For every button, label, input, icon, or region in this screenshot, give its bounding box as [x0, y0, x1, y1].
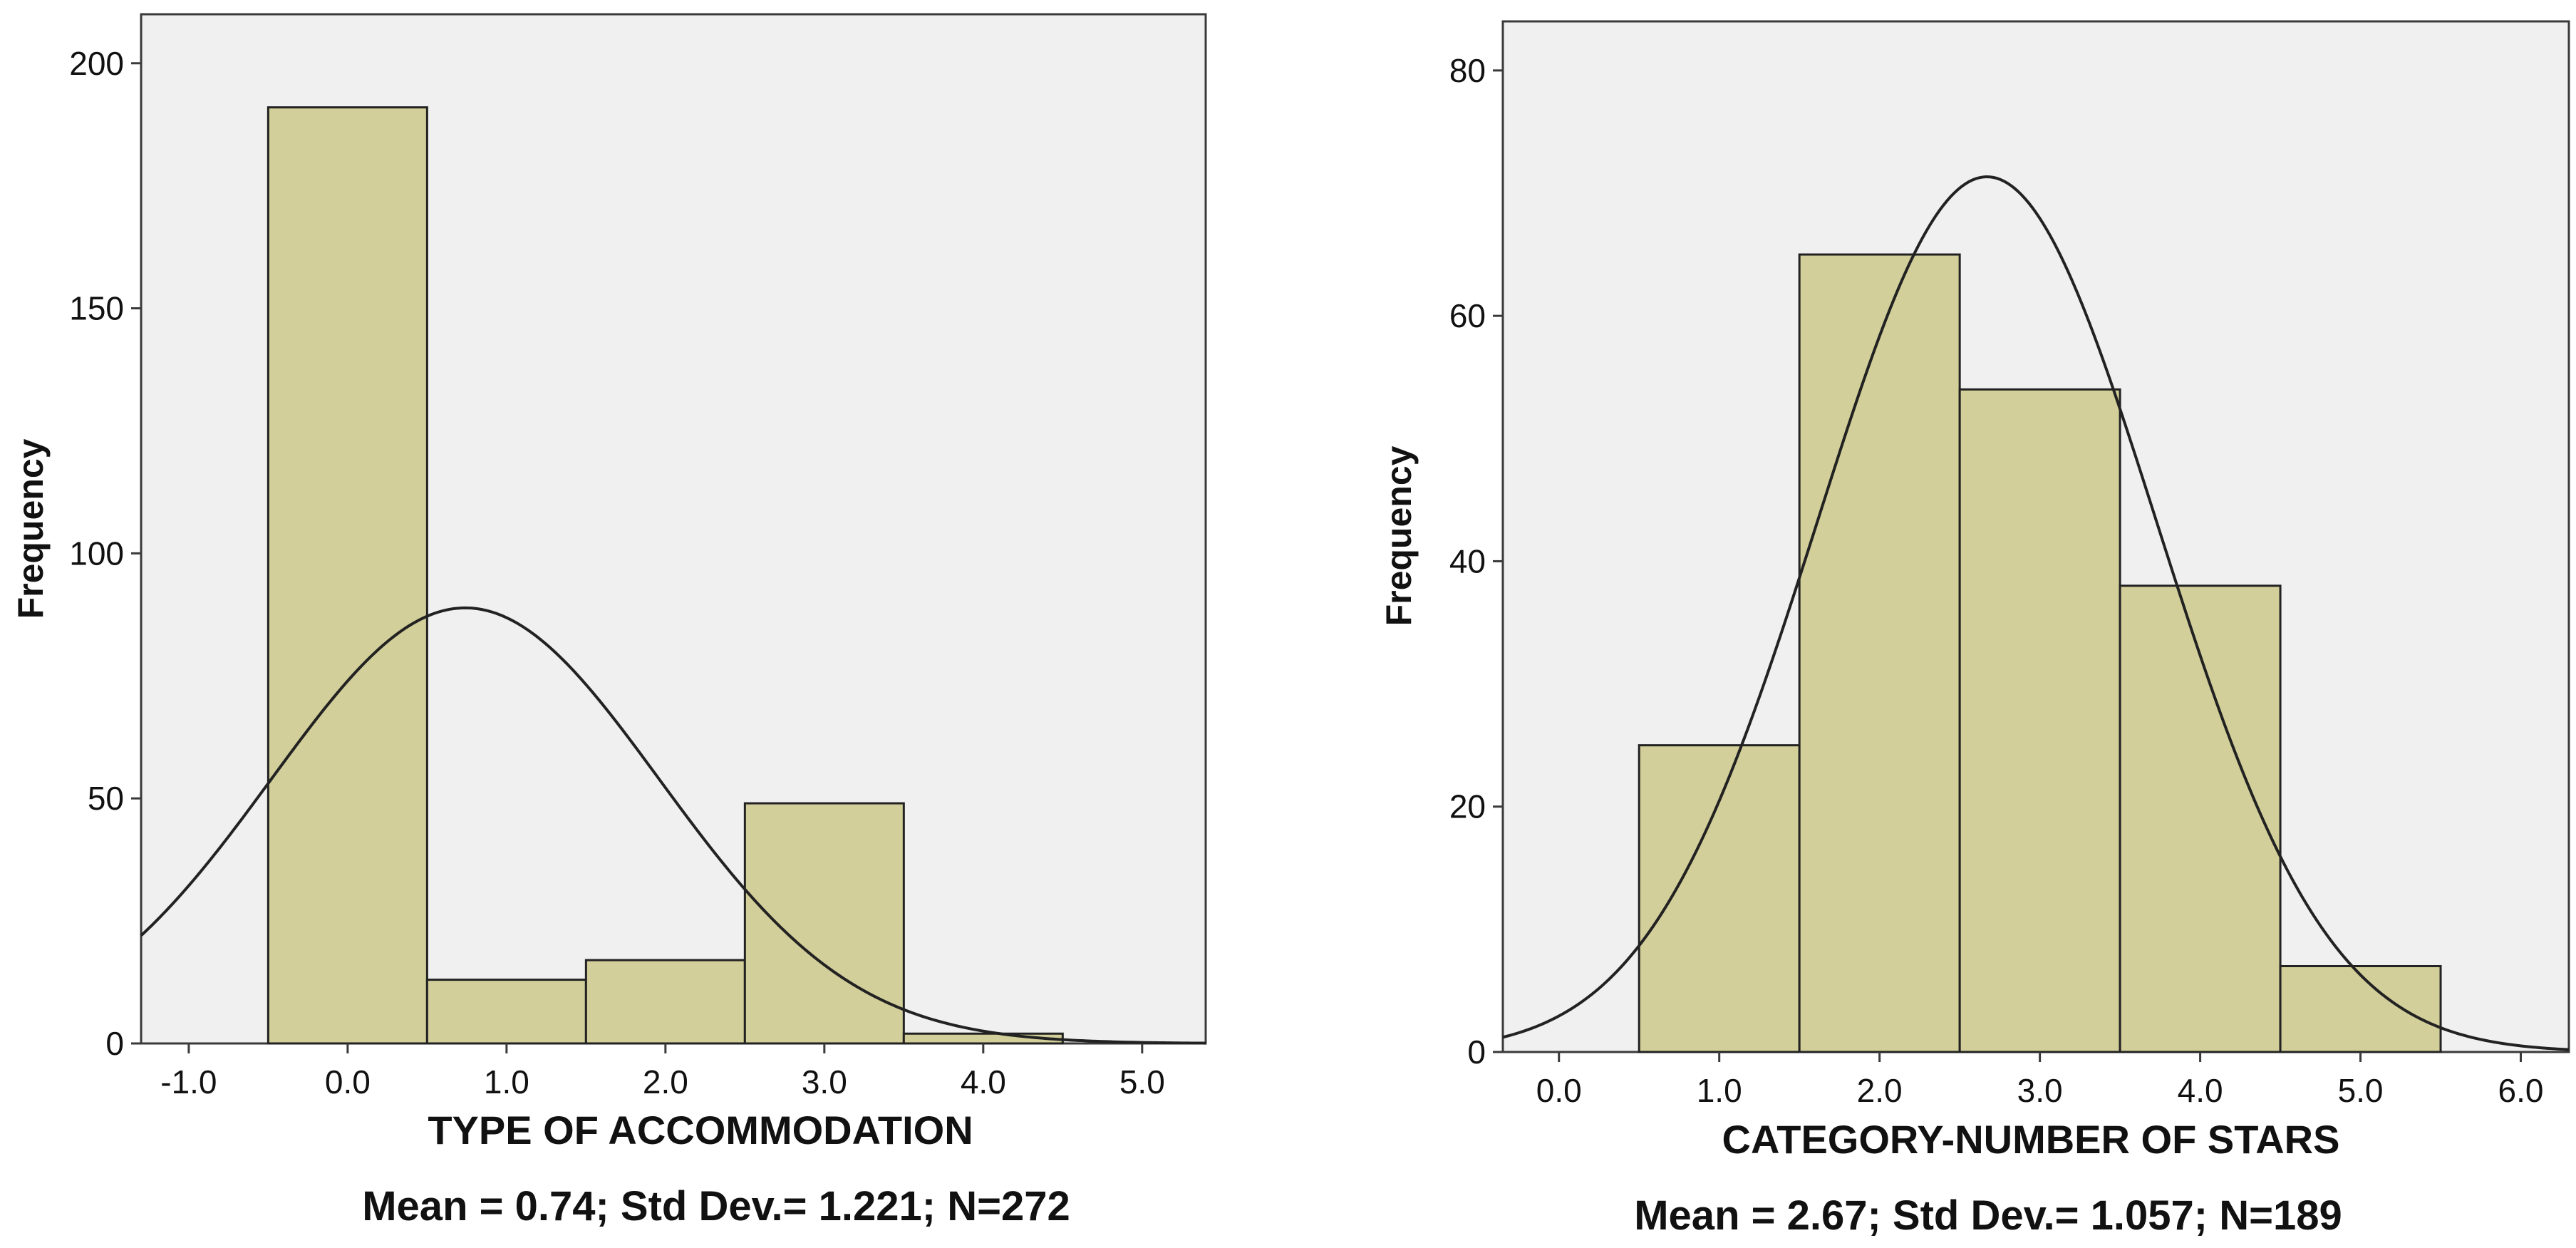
- x-tick-label-1: 1.0: [1697, 1072, 1742, 1109]
- x-tick-label-0: -1.0: [160, 1063, 217, 1100]
- y-tick-label-4: 200: [69, 45, 124, 82]
- bars-group: [267, 106, 1064, 1045]
- histogram-bar-1: [425, 979, 587, 1045]
- x-tick-label-2: 2.0: [1857, 1072, 1903, 1109]
- y-tick-label-2: 100: [69, 535, 124, 572]
- x-tick-label-6: 5.0: [1119, 1063, 1165, 1100]
- normal-curve: [140, 606, 1206, 1045]
- y-tick-label-4: 80: [1449, 52, 1486, 89]
- x-tick-label-5: 4.0: [961, 1063, 1006, 1100]
- x-axis-ticks: -1.0 0.0 1.0 2.0 3.0 4.0 5.0: [160, 1043, 1165, 1100]
- y-tick-label-1: 50: [88, 780, 124, 817]
- x-axis-ticks: 0.0 1.0 2.0 3.0 4.0 5.0 6.0: [1536, 1052, 2544, 1109]
- histogram-bar-3: [743, 802, 905, 1045]
- x-tick-label-5: 5.0: [2338, 1072, 2384, 1109]
- histogram-bar-3: [2119, 584, 2282, 1053]
- y-axis-title: Frequency: [1379, 445, 1419, 626]
- histogram-bar-2: [584, 959, 746, 1045]
- y-tick-label-0: 0: [105, 1025, 124, 1062]
- x-tick-label-4: 4.0: [2178, 1072, 2223, 1109]
- y-tick-label-2: 40: [1449, 542, 1486, 579]
- x-tick-label-2: 1.0: [484, 1063, 529, 1100]
- chart-accommodation-svg: 0 50 100 150 200 -1.0 0.0 1.0 2.0 3.0 4.0 5.0 Freq…: [11, 13, 1207, 1229]
- y-tick-label-3: 60: [1449, 297, 1486, 334]
- y-axis-ticks: 0 50 100 150 200: [69, 45, 141, 1062]
- x-tick-label-3: 2.0: [643, 1063, 688, 1100]
- histogram-stars: 0 20 40 60 80 0.0 1.0 2.0 3.0 4.0 5.0 6.0 Frequenc…: [1354, 0, 2576, 1248]
- normal-curve: [1502, 175, 2570, 1051]
- stats-label: Mean = 2.67; Std Dev.= 1.057; N=189: [1634, 1192, 2342, 1239]
- x-tick-label-1: 0.0: [325, 1063, 371, 1100]
- x-tick-label-3: 3.0: [2017, 1072, 2063, 1109]
- y-axis-title: Frequency: [11, 438, 51, 619]
- stats-label: Mean = 0.74; Std Dev.= 1.221; N=272: [362, 1183, 1070, 1229]
- histogram-bar-0: [267, 106, 428, 1045]
- histogram-accommodation: 0 50 100 150 200 -1.0 0.0 1.0 2.0 3.0 4.0 5.0 Freq…: [0, 0, 1283, 1248]
- chart-stars-svg: 0 20 40 60 80 0.0 1.0 2.0 3.0 4.0 5.0 6.0 Frequenc…: [1379, 20, 2570, 1239]
- x-tick-label-0: 0.0: [1536, 1072, 1582, 1109]
- x-axis-title: CATEGORY-NUMBER OF STARS: [1722, 1117, 2340, 1162]
- histogram-bar-2: [1958, 388, 2121, 1053]
- y-axis-ticks: 0 20 40 60 80: [1449, 52, 1503, 1071]
- histogram-bar-4: [2279, 965, 2442, 1053]
- y-tick-label-0: 0: [1467, 1033, 1486, 1071]
- histogram-bar-1: [1798, 253, 1961, 1053]
- y-tick-label-1: 20: [1449, 788, 1486, 825]
- histogram-bar-0: [1638, 744, 1801, 1053]
- x-tick-label-4: 3.0: [802, 1063, 847, 1100]
- y-tick-label-3: 150: [69, 290, 124, 327]
- bars-group: [1638, 253, 2442, 1053]
- x-axis-title: TYPE OF ACCOMMODATION: [428, 1108, 973, 1152]
- x-tick-label-6: 6.0: [2498, 1072, 2544, 1109]
